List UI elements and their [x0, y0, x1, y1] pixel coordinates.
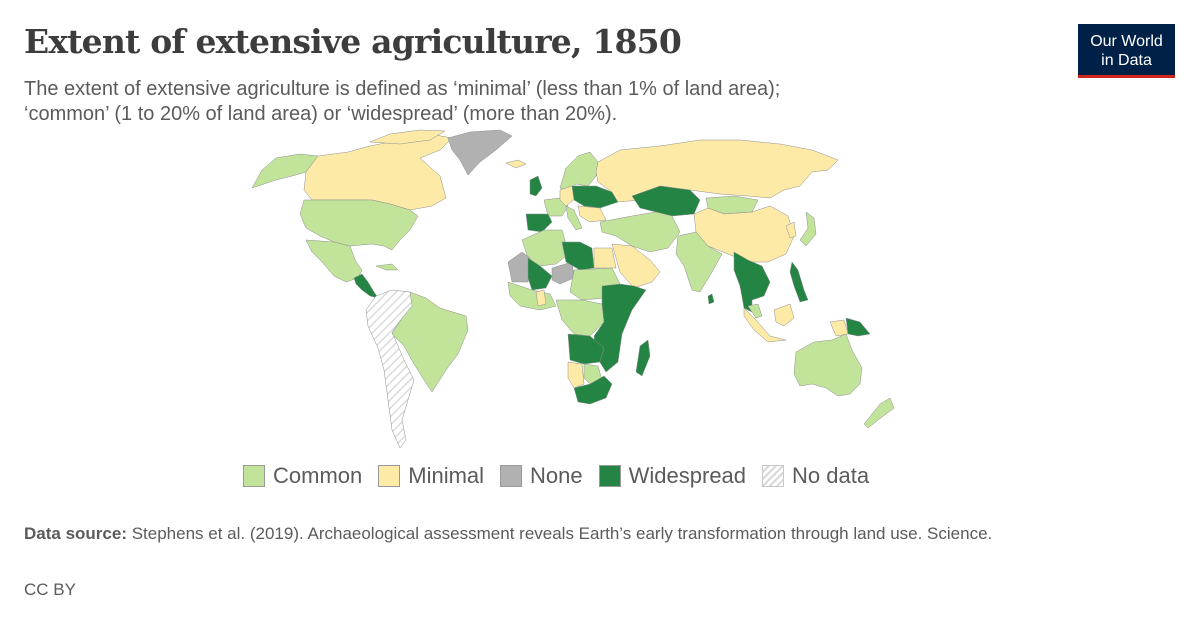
- region-madagascar[interactable]: [635, 339, 651, 377]
- region-middle-east[interactable]: [599, 211, 681, 253]
- legend-label-minimal: Minimal: [408, 463, 485, 488]
- region-germany[interactable]: [559, 185, 577, 207]
- swatch-widespread: [598, 465, 621, 487]
- chart-title: Extent of extensive agriculture, 1850: [24, 22, 682, 61]
- legend-item-no-data[interactable]: No data: [762, 463, 869, 489]
- legend-label-none: None: [530, 463, 583, 488]
- region-namibia[interactable]: [567, 361, 585, 389]
- legend-label-widespread: Widespread: [628, 463, 747, 488]
- license[interactable]: CC BY: [24, 580, 76, 599]
- region-central-africa[interactable]: [555, 299, 605, 337]
- legend-label-common: Common: [273, 463, 363, 488]
- region-borneo[interactable]: [773, 303, 795, 327]
- logo-line-1: Our World: [1090, 33, 1163, 50]
- region-ghana[interactable]: [535, 289, 547, 307]
- owid-logo[interactable]: Our World in Data: [1078, 24, 1175, 78]
- region-korea[interactable]: [785, 221, 797, 239]
- region-indonesia[interactable]: [743, 307, 787, 343]
- world-map[interactable]: [240, 128, 960, 458]
- region-brazil[interactable]: [391, 291, 469, 393]
- region-east-africa[interactable]: [593, 283, 647, 373]
- region-cuba[interactable]: [375, 263, 399, 271]
- region-australia[interactable]: [793, 333, 863, 397]
- region-poland-east[interactable]: [571, 185, 619, 209]
- region-canada[interactable]: [303, 133, 453, 211]
- region-sri-lanka[interactable]: [707, 293, 715, 305]
- region-philippines[interactable]: [789, 261, 809, 303]
- subtitle-line-2: ‘common’ (1 to 20% of land area) or ‘wid…: [24, 103, 618, 125]
- region-niger[interactable]: [551, 261, 575, 285]
- region-canada-islands[interactable]: [369, 129, 446, 145]
- swatch-common: [243, 465, 265, 487]
- subtitle-line-1: The extent of extensive agriculture is d…: [24, 78, 781, 100]
- region-france[interactable]: [543, 197, 569, 217]
- source-text: Stephens et al. (2019). Archaeological a…: [126, 524, 993, 543]
- region-western-sahara[interactable]: [507, 251, 531, 283]
- region-mali[interactable]: [527, 257, 553, 291]
- region-uk[interactable]: [529, 175, 543, 197]
- region-arabia[interactable]: [611, 243, 661, 289]
- region-angola-zambia[interactable]: [567, 333, 605, 365]
- source-label: Data source:: [24, 524, 127, 543]
- region-usa[interactable]: [299, 199, 419, 251]
- region-mexico[interactable]: [305, 239, 363, 283]
- region-iberia[interactable]: [525, 213, 553, 233]
- region-japan[interactable]: [799, 211, 817, 247]
- region-greenland[interactable]: [447, 129, 513, 176]
- chart-subtitle: The extent of extensive agriculture is d…: [24, 77, 984, 127]
- region-south-africa[interactable]: [573, 375, 613, 405]
- data-source: Data source: Stephens et al. (2019). Arc…: [24, 522, 1164, 546]
- region-italy[interactable]: [565, 205, 583, 231]
- map-legend: Common Minimal None Widespread No data: [243, 463, 885, 489]
- logo-line-2: in Data: [1101, 52, 1152, 69]
- legend-item-none[interactable]: None: [500, 463, 583, 489]
- region-china[interactable]: [693, 205, 795, 263]
- region-iceland[interactable]: [505, 159, 527, 169]
- region-russia[interactable]: [595, 139, 839, 203]
- region-egypt[interactable]: [593, 247, 617, 269]
- swatch-minimal: [378, 465, 401, 487]
- region-central-america[interactable]: [353, 273, 379, 299]
- region-new-zealand[interactable]: [863, 397, 895, 429]
- region-papua-new-guinea[interactable]: [845, 317, 871, 337]
- region-balkans[interactable]: [577, 205, 607, 223]
- legend-item-widespread[interactable]: Widespread: [598, 463, 747, 489]
- region-india[interactable]: [675, 231, 723, 293]
- legend-item-common[interactable]: Common: [243, 463, 362, 489]
- swatch-no-data: [762, 465, 785, 487]
- region-malay-peninsula[interactable]: [747, 303, 763, 319]
- region-new-guinea-west[interactable]: [829, 319, 849, 337]
- swatch-none: [500, 465, 523, 487]
- region-southeast-asia[interactable]: [733, 251, 771, 313]
- legend-label-no-data: No data: [792, 463, 870, 488]
- legend-item-minimal[interactable]: Minimal: [378, 463, 484, 489]
